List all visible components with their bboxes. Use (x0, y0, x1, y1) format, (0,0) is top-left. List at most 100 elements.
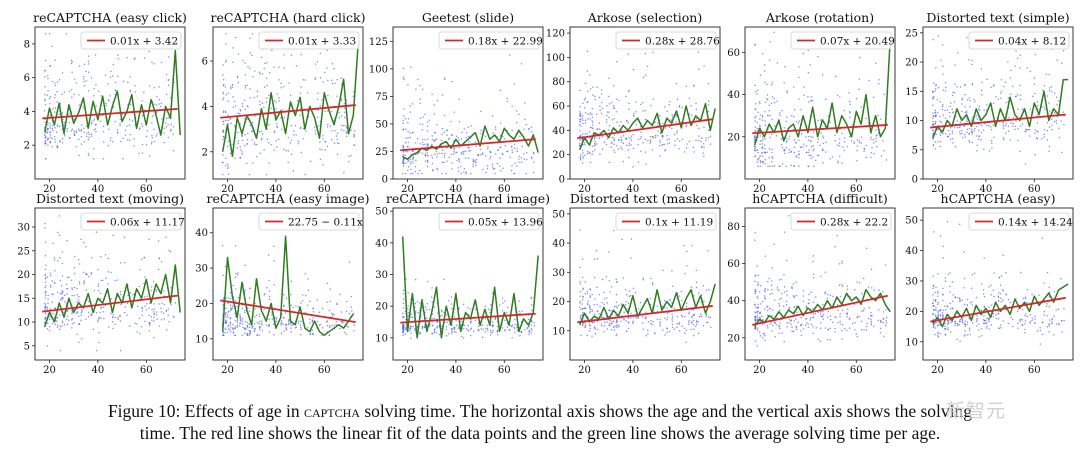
scatter-point (78, 282, 81, 285)
scatter-point (653, 332, 656, 334)
scatter-point (252, 326, 254, 328)
scatter-point (241, 151, 243, 153)
scatter-point (227, 325, 229, 328)
scatter-point (880, 155, 883, 157)
scatter-point (841, 260, 843, 263)
scatter-point (959, 86, 962, 88)
scatter-point (415, 88, 417, 90)
scatter-point (244, 62, 246, 64)
scatter-point (240, 318, 242, 321)
scatter-point (1045, 73, 1048, 76)
scatter-point (800, 108, 802, 111)
scatter-point (436, 153, 439, 155)
scatter-point (236, 274, 239, 276)
scatter-point (272, 323, 275, 325)
scatter-point (268, 323, 270, 326)
scatter-point (589, 296, 591, 299)
scatter-point (506, 306, 509, 308)
scatter-point (779, 327, 781, 330)
scatter-point (695, 323, 698, 326)
scatter-point (931, 129, 934, 131)
scatter-point (151, 141, 153, 143)
scatter-point (839, 96, 841, 98)
scatter-point (436, 99, 439, 102)
scatter-point (239, 315, 241, 318)
scatter-point (659, 141, 662, 144)
scatter-point (757, 159, 759, 161)
scatter-point (1015, 95, 1017, 98)
scatter-point (860, 293, 863, 295)
scatter-point (73, 78, 76, 80)
scatter-point (791, 287, 793, 290)
scatter-point (348, 312, 351, 315)
scatter-point (241, 153, 243, 155)
scatter-point (999, 284, 1002, 287)
scatter-point (297, 142, 300, 145)
scatter-point (632, 287, 635, 289)
scatter-point (117, 75, 119, 78)
scatter-point (309, 318, 311, 320)
scatter-point (932, 294, 934, 296)
plot-frame (744, 26, 896, 180)
scatter-point (837, 321, 839, 324)
scatter-point (1024, 315, 1026, 317)
scatter-point (808, 293, 810, 296)
scatter-point (593, 327, 596, 329)
scatter-point (287, 149, 290, 152)
scatter-point (156, 133, 158, 135)
scatter-point (613, 143, 615, 145)
scatter-point (770, 321, 773, 323)
scatter-point (707, 321, 709, 323)
scatter-point (584, 111, 587, 114)
scatter-point (246, 138, 249, 141)
scatter-point (521, 145, 523, 148)
scatter-point (822, 142, 824, 145)
scatter-point (222, 111, 225, 114)
scatter-point (433, 332, 435, 334)
scatter-point (44, 222, 46, 225)
scatter-point (834, 134, 836, 136)
scatter-point (968, 132, 971, 135)
scatter-point (764, 255, 767, 257)
scatter-point (244, 311, 246, 314)
y-tick-label: 6 (24, 73, 30, 84)
scatter-point (321, 307, 324, 310)
scatter-point (637, 143, 639, 146)
y-tick-label: 0 (559, 175, 565, 186)
scatter-point (61, 292, 63, 295)
scatter-point (480, 328, 483, 330)
scatter-point (639, 137, 642, 140)
scatter-point (333, 142, 336, 145)
scatter-point (322, 135, 324, 137)
scatter-point (947, 321, 949, 324)
scatter-point (860, 106, 862, 108)
scatter-point (516, 150, 518, 153)
scatter-point (518, 158, 520, 160)
scatter-point (1055, 309, 1057, 311)
scatter-point (690, 105, 692, 107)
scatter-point (824, 292, 826, 295)
scatter-point (243, 332, 246, 334)
scatter-point (978, 129, 980, 132)
scatter-point (849, 111, 851, 114)
scatter-point (343, 103, 346, 105)
scatter-point (477, 329, 480, 331)
scatter-point (484, 318, 487, 320)
scatter-point (222, 334, 224, 337)
scatter-point (691, 316, 693, 319)
scatter-point (404, 117, 407, 120)
scatter-point (95, 105, 97, 107)
scatter-point (78, 138, 80, 141)
scatter-point (518, 155, 521, 158)
scatter-point (80, 135, 83, 138)
scatter-point (978, 109, 981, 111)
scatter-point (234, 313, 236, 315)
scatter-point (266, 97, 268, 99)
x-tick-label: 60 (498, 184, 511, 195)
scatter-point (990, 294, 992, 296)
scatter-point (975, 296, 978, 299)
x-tick-label: 40 (92, 365, 105, 376)
y-tick-label: 2 (202, 147, 208, 158)
scatter-point (586, 334, 589, 337)
scatter-point (100, 95, 102, 97)
